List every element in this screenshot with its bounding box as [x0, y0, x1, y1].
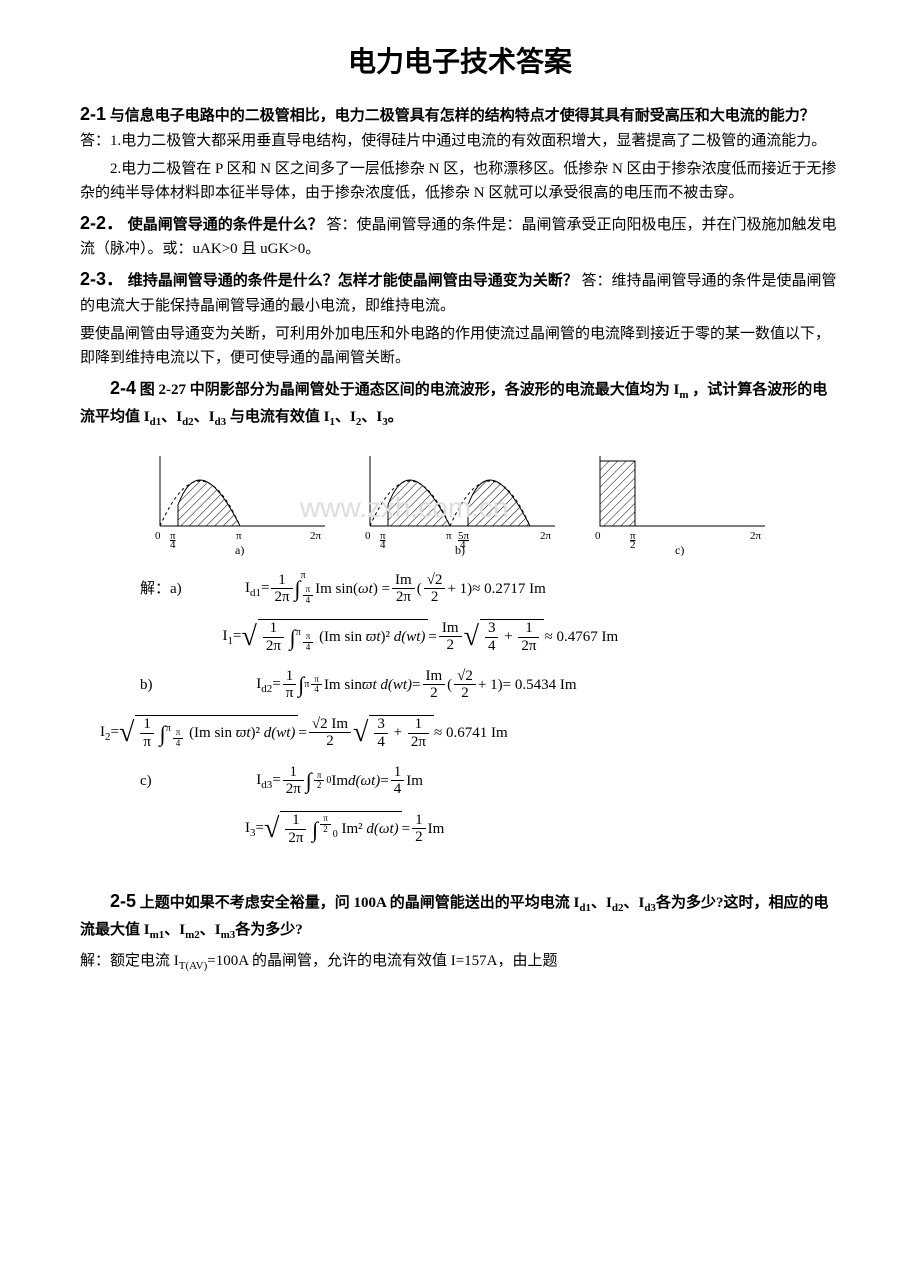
q-text-d: 。 [388, 409, 403, 425]
q-num: 2-2． [80, 213, 124, 233]
q25-ans: 解：额定电流 IT(AV)=100A 的晶闸管，允许的电流有效值 I=157A，… [80, 949, 840, 976]
q-num: 2-1 [80, 104, 106, 124]
eq-a-I1: I1= √ 12π ∫ππ4 (Im sin ϖt)² d(wt) = Im2 … [140, 615, 840, 660]
page-title: 电力电子技术答案 [80, 40, 840, 85]
svg-text:0: 0 [365, 530, 371, 542]
q-text: 维持晶闸管导通的条件是什么？怎样才能使晶闸管由导通变为关断？ [128, 273, 578, 289]
q24: 2-4 图 2-27 中阴影部分为晶闸管处于通态区间的电流波形，各波形的电流最大… [80, 374, 840, 431]
sub: m1 [150, 929, 165, 941]
eq-b-Id2: b) Id2= 1π ∫ππ4 Im sin ϖt d(wt) = Im2 (√… [140, 667, 840, 702]
q-num: 2-4 [110, 378, 136, 398]
sub: d2 [612, 902, 624, 914]
sub: T(AV) [179, 960, 208, 972]
figure-row: www.zxh.com.cn 0 π 4 π 2π a) 0 π 4 π 5π … [80, 446, 840, 556]
svg-text:0: 0 [595, 530, 601, 542]
svg-text:π: π [446, 530, 452, 542]
q-text-a: 上题中如果不考虑安全裕量，问 100A 的晶闸管能送出的平均电流 I [140, 895, 580, 911]
svg-text:4: 4 [380, 539, 386, 551]
svg-text:c): c) [675, 543, 684, 556]
q-num: 2-5 [110, 891, 136, 911]
svg-text:4: 4 [170, 539, 176, 551]
svg-text:b): b) [455, 543, 465, 556]
sub: m3 [221, 929, 236, 941]
sub: d2 [182, 416, 194, 428]
ans-tail: =100A 的晶闸管，允许的电流有效值 I=157A，由上题 [207, 953, 557, 969]
q21-ans2: 2.电力二极管在 P 区和 N 区之间多了一层低掺杂 N 区，也称漂移区。低掺杂… [80, 157, 840, 205]
svg-text:2: 2 [630, 539, 636, 551]
q23: 2-3． 维持晶闸管导通的条件是什么？怎样才能使晶闸管由导通变为关断？ 答：维持… [80, 265, 840, 318]
sub: m2 [185, 929, 200, 941]
svg-text:a): a) [235, 543, 244, 556]
solve-label: 解： [140, 581, 170, 597]
q-text-a: 图 2-27 中阴影部分为晶闸管处于通态区间的电流波形，各波形的电流最大值均为 … [140, 382, 680, 398]
svg-text:2π: 2π [310, 530, 322, 542]
ans-text: 解：额定电流 I [80, 953, 179, 969]
q-text: 与信息电子电路中的二极管相比，电力二极管具有怎样的结构特点才使得其具有耐受高压和… [110, 108, 815, 124]
svg-text:0: 0 [155, 530, 161, 542]
figure-b: 0 π 4 π 5π 4 2π b) [360, 446, 560, 556]
sub: d1 [150, 416, 162, 428]
q25: 2-5 上题中如果不考虑安全裕量，问 100A 的晶闸管能送出的平均电流 Id1… [80, 887, 840, 944]
eq-b-I2: I2= √ 1π ∫ππ4 (Im sin ϖt)² d(wt) = √2 Im… [100, 711, 840, 756]
result: = 0.5434 Im [503, 673, 577, 697]
q-text-c: 与电流有效值 I [226, 409, 329, 425]
figure-a: 0 π 4 π 2π a) [150, 446, 330, 556]
eq-a-Id1: 解：a) Id1= 12π ∫ππ4 Im sin(ωt) = Im2π (√2… [140, 571, 840, 606]
sub: d1 [579, 902, 591, 914]
sub: d3 [215, 416, 227, 428]
result: ≈ 0.2717 Im [472, 577, 546, 601]
sub: 2 [356, 416, 362, 428]
q-text-c: 各为多少? [235, 922, 303, 938]
q-ans: 答：1.电力二极管大都采用垂直导电结构，使得硅片中通过电流的有效面积增大，显著提… [80, 133, 826, 149]
sub: m [679, 389, 688, 401]
result: ≈ 0.4767 Im [544, 625, 618, 649]
eq-c-Id3: c) Id3= 12π ∫π20 Im d(ωt) = 14 Im [140, 763, 840, 798]
result: ≈ 0.6741 Im [434, 721, 508, 745]
q23-ans2: 要使晶闸管由导通变为关断，可利用外加电压和外电路的作用使流过晶闸管的电流降到接近… [80, 322, 840, 370]
q22: 2-2． 使晶闸管导通的条件是什么？ 答：使晶闸管导通的条件是：晶闸管承受正向阳… [80, 209, 840, 262]
svg-text:π: π [236, 530, 242, 542]
eq-c-I3: I3= √ 12π ∫π20 Im² d(ωt) = 12 Im [140, 807, 840, 852]
q-num: 2-3． [80, 269, 124, 289]
sub: d3 [644, 902, 656, 914]
svg-text:2π: 2π [540, 530, 552, 542]
q-text: 使晶闸管导通的条件是什么？ [128, 217, 323, 233]
svg-text:2π: 2π [750, 530, 762, 542]
q21: 2-1 与信息电子电路中的二极管相比，电力二极管具有怎样的结构特点才使得其具有耐… [80, 100, 840, 153]
figure-c: 0 π 2 2π c) [590, 446, 770, 556]
sub: 1 [330, 416, 336, 428]
